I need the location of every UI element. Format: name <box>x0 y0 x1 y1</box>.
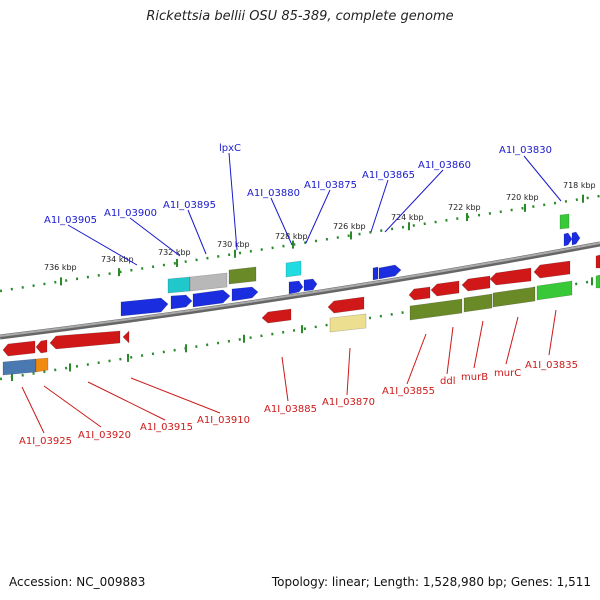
gene-block-f18[interactable] <box>329 313 367 333</box>
gene-arrow-f19[interactable] <box>378 264 402 280</box>
gene-arrow-f24b[interactable] <box>595 254 600 269</box>
gene-label[interactable]: murB <box>461 372 488 383</box>
gene-arrow-f11[interactable] <box>192 289 231 308</box>
gene-label[interactable]: A1I_03855 <box>382 386 435 397</box>
scale-labels: 736 kbp 734 kbp 732 kbp 730 kbp 728 kbp … <box>44 181 596 272</box>
gene-arrow-f21[interactable] <box>430 280 460 297</box>
scale-label: 736 kbp <box>44 263 77 272</box>
gene-arrow-f20[interactable] <box>408 286 431 301</box>
page-title: Rickettsia bellii OSU 85-389, complete g… <box>146 9 454 24</box>
scale-label: 726 kbp <box>333 222 366 231</box>
scale-label: 728 kbp <box>275 232 308 241</box>
gene-block-f5[interactable] <box>35 357 49 373</box>
gene-label[interactable]: A1I_03900 <box>104 208 157 219</box>
scale-label: 724 kbp <box>391 213 424 222</box>
gene-label[interactable]: A1I_03895 <box>163 200 216 211</box>
gene-label[interactable]: A1I_03870 <box>322 397 375 408</box>
genome-backbone-highlight <box>0 242 600 337</box>
genome-summary-text: Topology: linear; Length: 1,528,980 bp; … <box>271 575 591 589</box>
gene-block-f28[interactable] <box>536 280 573 301</box>
gene-block-f4[interactable] <box>2 358 37 376</box>
top-callout-lines <box>67 152 562 266</box>
gene-arrow-f22[interactable] <box>461 275 491 292</box>
gene-block-f8[interactable] <box>228 266 257 285</box>
scale-label: 730 kbp <box>217 240 250 249</box>
gene-label[interactable]: A1I_03885 <box>264 404 317 415</box>
gene-arrow-f2[interactable] <box>35 339 48 354</box>
gene-label[interactable]: A1I_03830 <box>499 145 552 156</box>
gene-arrow-f9[interactable] <box>120 297 169 317</box>
bottom-callout-lines <box>21 309 557 434</box>
gene-arrow-f3[interactable] <box>49 330 121 350</box>
gene-arrow-f14[interactable] <box>288 280 304 295</box>
scale-label: 722 kbp <box>448 203 481 212</box>
gene-label[interactable]: ddl <box>440 376 455 387</box>
scale-label: 734 kbp <box>101 255 134 264</box>
gene-label[interactable]: A1I_03915 <box>140 422 193 433</box>
gene-label[interactable]: A1I_03905 <box>44 215 97 226</box>
gene-arrow-f30[interactable] <box>563 232 573 247</box>
gene-block-f26[interactable] <box>463 293 493 313</box>
gene-label[interactable]: A1I_03880 <box>247 188 300 199</box>
gene-block-f27[interactable] <box>492 286 536 308</box>
gene-block-f25[interactable] <box>409 298 463 321</box>
gene-label[interactable]: A1I_03875 <box>304 180 357 191</box>
gene-label[interactable]: A1I_03860 <box>418 160 471 171</box>
gene-features <box>2 213 600 376</box>
gene-arrow-f10[interactable] <box>170 294 193 310</box>
gene-arrow-f23[interactable] <box>489 267 532 286</box>
gene-arrow-f15[interactable] <box>303 278 318 292</box>
gene-arrow-f17[interactable] <box>327 296 365 314</box>
gene-arrow-f12[interactable] <box>231 286 259 302</box>
scale-label: 720 kbp <box>506 193 539 202</box>
bottom-gene-labels: A1I_03925 A1I_03920 A1I_03915 A1I_03910 … <box>19 360 578 447</box>
gene-block-f7[interactable] <box>189 272 228 292</box>
gene-arrow-f24[interactable] <box>533 260 571 279</box>
top-gene-labels: A1I_03905 A1I_03900 A1I_03895 lpxC A1I_0… <box>44 143 552 226</box>
gene-block-f13[interactable] <box>285 260 302 278</box>
gene-label[interactable]: A1I_03865 <box>362 170 415 181</box>
gene-label[interactable]: murC <box>494 368 521 379</box>
upper-ruler-ticks <box>60 194 584 286</box>
gene-label[interactable]: lpxC <box>219 143 241 154</box>
accession-text: Accession: NC_009883 <box>9 575 146 589</box>
gene-arrow-f3b[interactable] <box>122 330 130 344</box>
gene-arrow-f30b[interactable] <box>571 231 581 246</box>
gene-arrow-f28b[interactable] <box>595 274 600 289</box>
gene-arrow-f16[interactable] <box>261 308 292 324</box>
scale-label: 732 kbp <box>158 248 191 257</box>
scale-label: 718 kbp <box>563 181 596 190</box>
gene-arrow-f19b[interactable] <box>372 266 379 281</box>
gene-label[interactable]: A1I_03925 <box>19 436 72 447</box>
gene-arrow-f1[interactable] <box>2 340 36 357</box>
upper-ruler <box>0 194 600 293</box>
gene-block-f29[interactable] <box>559 213 570 230</box>
gene-label[interactable]: A1I_03910 <box>197 415 250 426</box>
gene-block-f6[interactable] <box>167 276 191 294</box>
gene-label[interactable]: A1I_03835 <box>525 360 578 371</box>
gene-label[interactable]: A1I_03920 <box>78 430 131 441</box>
